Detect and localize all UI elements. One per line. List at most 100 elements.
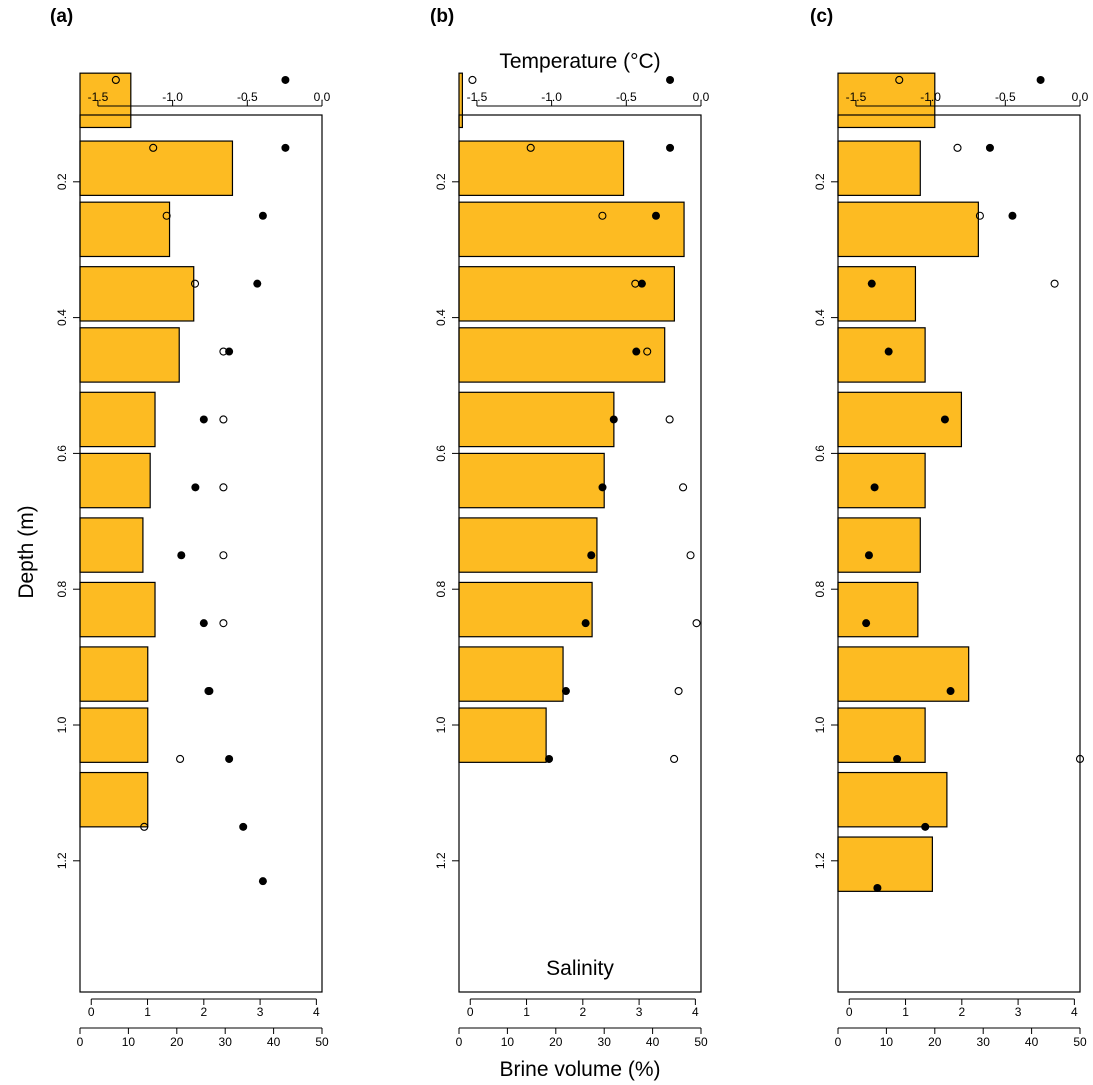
- salinity-point: [587, 551, 596, 560]
- brine-volume-bar: [837, 327, 926, 383]
- salinity-point: [946, 687, 955, 696]
- temperature-point: [692, 619, 701, 628]
- brine-tick-label: 10: [880, 1035, 894, 1049]
- brine-tick-label: 0: [456, 1035, 463, 1049]
- brine-volume-bar: [837, 452, 926, 509]
- brine-volume-bar: [837, 201, 979, 258]
- temperature-tick-label: -1.0: [541, 90, 562, 104]
- brine-volume-bar: [458, 646, 564, 702]
- brine-tick-label: 50: [1073, 1035, 1087, 1049]
- salinity-point: [893, 754, 902, 763]
- salinity-point: [666, 143, 675, 152]
- brine-tick-label: 40: [1025, 1035, 1039, 1049]
- temperature-tick-label: -1.0: [162, 90, 183, 104]
- salinity-point: [545, 754, 554, 763]
- brine-volume-bar: [79, 201, 171, 258]
- salinity-tick-label: 1: [902, 1005, 909, 1019]
- temperature-point: [219, 551, 228, 560]
- brine-tick-label: 20: [170, 1035, 184, 1049]
- salinity-point: [637, 279, 646, 288]
- brine-tick-label: 10: [501, 1035, 515, 1049]
- brine-volume-bar: [79, 646, 149, 702]
- brine-volume-bar: [79, 771, 149, 828]
- temperature-point: [219, 483, 228, 492]
- brine-tick-label: 30: [598, 1035, 612, 1049]
- brine-volume-bar: [79, 517, 144, 573]
- salinity-point: [632, 347, 641, 356]
- brine-volume-bar: [837, 517, 921, 573]
- brine-volume-bar: [458, 72, 463, 129]
- salinity-point: [225, 754, 234, 763]
- brine-volume-bar: [458, 581, 593, 638]
- temperature-point: [111, 75, 120, 84]
- depth-tick-label: 0.4: [813, 309, 827, 326]
- temperature-point: [204, 686, 213, 696]
- temperature-tick-label: -1.0: [920, 90, 941, 104]
- salinity-point: [940, 415, 949, 424]
- brine-tick-label: 50: [315, 1035, 329, 1049]
- salinity-point: [598, 483, 607, 492]
- brine-volume-bar: [79, 266, 195, 322]
- temperature-point: [975, 211, 984, 220]
- salinity-point: [199, 415, 208, 424]
- panel-2: (b) 0.2 0.4 0.6 0.8 1.0 1.2 -1.5 -1.0 -0.5 0.0 0 1 2 3…: [430, 6, 710, 1049]
- temperature-tick-label: 0.0: [1072, 90, 1089, 104]
- salinity-point: [870, 483, 879, 492]
- temperature-point: [670, 754, 679, 764]
- temperature-point: [219, 347, 228, 356]
- temperature-point: [679, 483, 688, 492]
- salinity-point: [873, 883, 882, 892]
- temperature-point: [190, 279, 200, 288]
- temperature-axis-title: Temperature (°C): [499, 50, 660, 73]
- salinity-tick-label: 3: [636, 1005, 643, 1019]
- brine-volume-bar: [458, 452, 605, 509]
- depth-tick-label: 1.2: [434, 852, 448, 869]
- salinity-point: [281, 143, 290, 152]
- temperature-tick-label: -1.5: [88, 90, 109, 104]
- temperature-point: [598, 211, 607, 220]
- salinity-point: [581, 619, 590, 628]
- salinity-point: [651, 211, 660, 220]
- salinity-tick-label: 0: [88, 1005, 95, 1019]
- salinity-point: [985, 143, 994, 152]
- brine-tick-label: 20: [928, 1035, 942, 1049]
- depth-axis-title: Depth (m): [15, 505, 38, 598]
- depth-tick-label: 1.2: [55, 852, 69, 869]
- panel-letter: (b): [430, 6, 454, 27]
- temperature-tick-label: 0.0: [693, 90, 710, 104]
- temperature-point: [149, 143, 158, 152]
- salinity-point: [281, 75, 290, 84]
- depth-tick-label: 0.6: [434, 445, 448, 462]
- salinity-point: [258, 211, 267, 220]
- temperature-point: [953, 143, 962, 152]
- salinity-tick-label: 2: [579, 1005, 586, 1019]
- salinity-point: [884, 347, 893, 356]
- salinity-point: [666, 75, 675, 84]
- brine-volume-bar: [837, 581, 919, 638]
- brine-volume-bar: [79, 452, 151, 509]
- salinity-point: [1008, 211, 1017, 220]
- brine-axis-title: Brine volume (%): [499, 1058, 660, 1081]
- salinity-tick-label: 0: [846, 1005, 853, 1019]
- temperature-point: [686, 551, 695, 560]
- salinity-point: [225, 347, 234, 356]
- temperature-point: [219, 415, 228, 424]
- salinity-point: [253, 279, 262, 288]
- brine-volume-bar: [79, 391, 156, 448]
- brine-volume-bar: [79, 581, 156, 638]
- salinity-point: [921, 822, 930, 831]
- brine-volume-bar: [458, 140, 625, 196]
- salinity-tick-label: 3: [257, 1005, 264, 1019]
- brine-volume-bar: [837, 72, 936, 129]
- salinity-tick-label: 1: [144, 1005, 151, 1019]
- panel-3: (c) 0.2 0.4 0.6 0.8 1.0 1.2 -1.5 -1.0 -0.5 0.0 0 1 2 3…: [810, 6, 1089, 1049]
- plot-frame: [458, 114, 702, 993]
- brine-volume-bar: [837, 771, 948, 828]
- brine-volume-bar: [79, 707, 149, 763]
- salinity-point: [609, 415, 618, 424]
- depth-tick-label: 0.4: [434, 309, 448, 326]
- brine-volume-bar: [837, 266, 917, 322]
- brine-tick-label: 10: [122, 1035, 136, 1049]
- temperature-point: [1075, 754, 1085, 764]
- salinity-tick-label: 0: [467, 1005, 474, 1019]
